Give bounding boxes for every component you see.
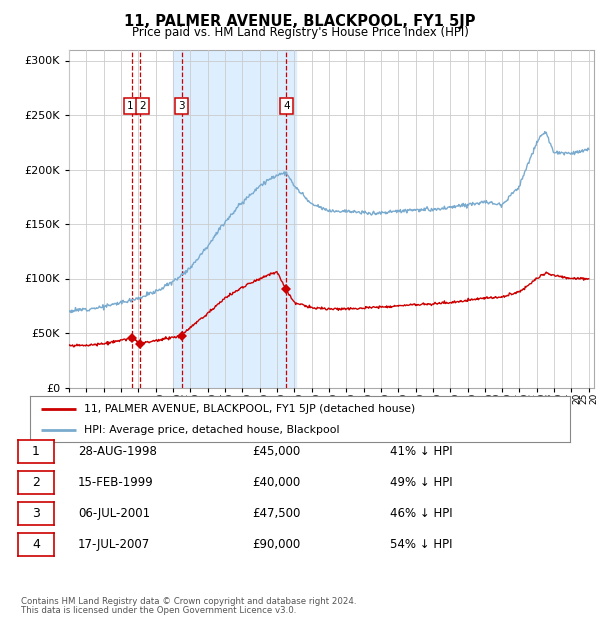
- Text: 3: 3: [32, 507, 40, 520]
- Text: 1: 1: [32, 445, 40, 458]
- Text: 11, PALMER AVENUE, BLACKPOOL, FY1 5JP (detached house): 11, PALMER AVENUE, BLACKPOOL, FY1 5JP (d…: [84, 404, 415, 414]
- Text: 1: 1: [127, 101, 134, 111]
- Text: This data is licensed under the Open Government Licence v3.0.: This data is licensed under the Open Gov…: [21, 606, 296, 615]
- Text: 06-JUL-2001: 06-JUL-2001: [78, 507, 150, 520]
- Text: 4: 4: [283, 101, 290, 111]
- Text: 4: 4: [32, 538, 40, 551]
- Text: 46% ↓ HPI: 46% ↓ HPI: [390, 507, 452, 520]
- Text: HPI: Average price, detached house, Blackpool: HPI: Average price, detached house, Blac…: [84, 425, 340, 435]
- Text: 17-JUL-2007: 17-JUL-2007: [78, 538, 150, 551]
- Text: 15-FEB-1999: 15-FEB-1999: [78, 476, 154, 489]
- Text: £40,000: £40,000: [252, 476, 300, 489]
- Text: 2: 2: [32, 476, 40, 489]
- Bar: [173, 50, 296, 388]
- Text: 49% ↓ HPI: 49% ↓ HPI: [390, 476, 452, 489]
- Text: £90,000: £90,000: [252, 538, 300, 551]
- Text: 11, PALMER AVENUE, BLACKPOOL, FY1 5JP: 11, PALMER AVENUE, BLACKPOOL, FY1 5JP: [124, 14, 476, 29]
- Text: 2: 2: [139, 101, 146, 111]
- Text: Contains HM Land Registry data © Crown copyright and database right 2024.: Contains HM Land Registry data © Crown c…: [21, 597, 356, 606]
- Text: 3: 3: [178, 101, 185, 111]
- Text: £45,000: £45,000: [252, 445, 300, 458]
- Text: 28-AUG-1998: 28-AUG-1998: [78, 445, 157, 458]
- Text: 41% ↓ HPI: 41% ↓ HPI: [390, 445, 452, 458]
- Text: £47,500: £47,500: [252, 507, 301, 520]
- Text: 54% ↓ HPI: 54% ↓ HPI: [390, 538, 452, 551]
- Text: Price paid vs. HM Land Registry's House Price Index (HPI): Price paid vs. HM Land Registry's House …: [131, 26, 469, 39]
